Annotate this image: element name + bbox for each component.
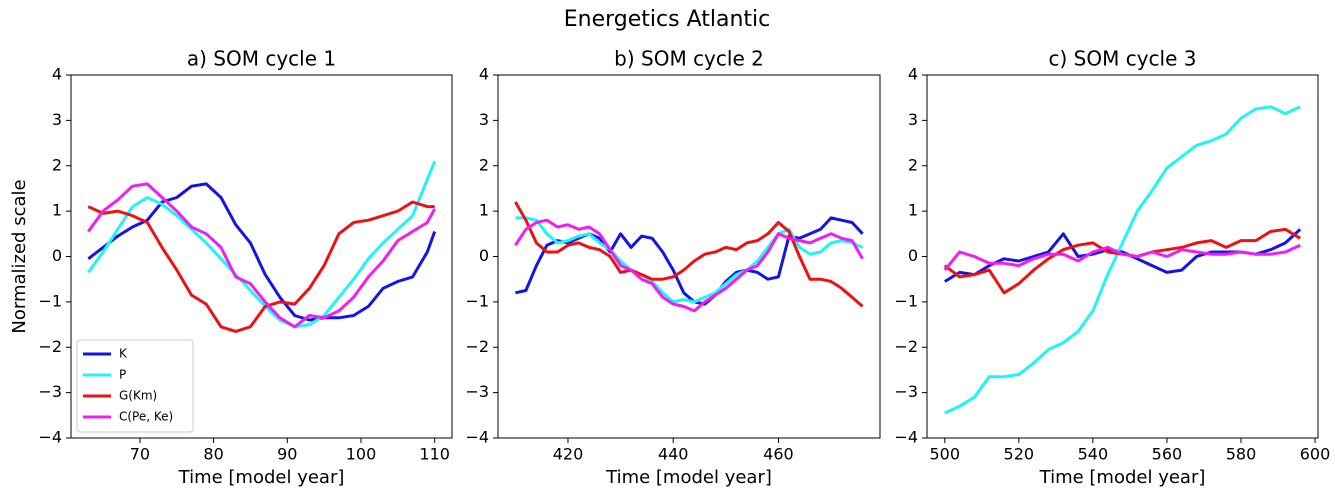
x-tick-label: 70 [130, 445, 150, 464]
axes-frame [926, 74, 1319, 439]
legend-label: G(Km) [119, 389, 157, 403]
y-tick-label: −3 [38, 382, 62, 401]
y-tick-label: 2 [479, 155, 489, 174]
y-tick-label: −4 [894, 428, 918, 447]
legend-label: C(Pe, Ke) [119, 410, 173, 424]
y-tick-label: 0 [52, 246, 62, 265]
x-tick-label: 420 [553, 445, 584, 464]
x-tick-label: 520 [1004, 445, 1035, 464]
y-tick-label: −3 [894, 382, 918, 401]
series-line [87, 182, 437, 322]
y-tick-label: 4 [479, 65, 489, 84]
y-tick-label: −4 [465, 428, 489, 447]
y-tick-label: −4 [38, 428, 62, 447]
y-tick-label: −3 [465, 382, 489, 401]
legend-label: K [119, 347, 128, 361]
y-tick-label: −1 [894, 291, 918, 310]
y-tick-label: 2 [52, 155, 62, 174]
y-tick-label: −1 [465, 291, 489, 310]
axes-frame [497, 74, 881, 439]
y-tick-label: 4 [52, 65, 62, 84]
y-tick-label: 3 [908, 110, 918, 129]
y-tick-label: 0 [479, 246, 489, 265]
subplot-title: a) SOM cycle 1 [187, 47, 336, 71]
x-tick-label: 500 [929, 445, 960, 464]
x-axis-label: Time [model year] [605, 467, 772, 488]
y-tick-label: 1 [52, 201, 62, 220]
x-tick-label: 100 [346, 445, 377, 464]
series-line [943, 243, 1301, 272]
y-tick-label: 2 [908, 155, 918, 174]
y-tick-label: 4 [908, 65, 918, 84]
y-tick-label: 3 [479, 110, 489, 129]
legend-box [76, 339, 194, 433]
x-tick-label: 80 [203, 445, 223, 464]
subplot-title: b) SOM cycle 2 [614, 47, 764, 71]
y-tick-label: 1 [479, 201, 489, 220]
y-tick-label: −2 [38, 337, 62, 356]
series-line [515, 216, 864, 306]
y-axis-label: Normalized scale [9, 179, 30, 333]
x-tick-label: 540 [1078, 445, 1109, 464]
y-tick-label: −1 [38, 291, 62, 310]
x-tick-label: 600 [1300, 445, 1331, 464]
x-tick-label: 440 [658, 445, 689, 464]
x-tick-label: 560 [1152, 445, 1183, 464]
x-axis-label: Time [model year] [178, 467, 345, 488]
x-axis-label: Time [model year] [1039, 467, 1206, 488]
x-tick-label: 460 [763, 445, 794, 464]
y-tick-label: −2 [894, 337, 918, 356]
y-tick-label: 0 [908, 246, 918, 265]
subplot-title: c) SOM cycle 3 [1049, 47, 1197, 71]
figure-title: Energetics Atlantic [564, 7, 771, 32]
series-line [87, 200, 435, 333]
y-tick-label: 1 [908, 201, 918, 220]
series-line [514, 201, 864, 308]
y-tick-label: 3 [52, 110, 62, 129]
y-tick-label: −2 [465, 337, 489, 356]
series-line [87, 182, 437, 329]
x-tick-label: 580 [1226, 445, 1257, 464]
series-line [514, 218, 864, 313]
x-tick-label: 110 [419, 445, 450, 464]
x-tick-label: 90 [277, 445, 297, 464]
axes-frame [70, 74, 453, 439]
legend-label: P [119, 368, 126, 382]
series-line [944, 105, 1301, 415]
series-line [515, 216, 864, 304]
